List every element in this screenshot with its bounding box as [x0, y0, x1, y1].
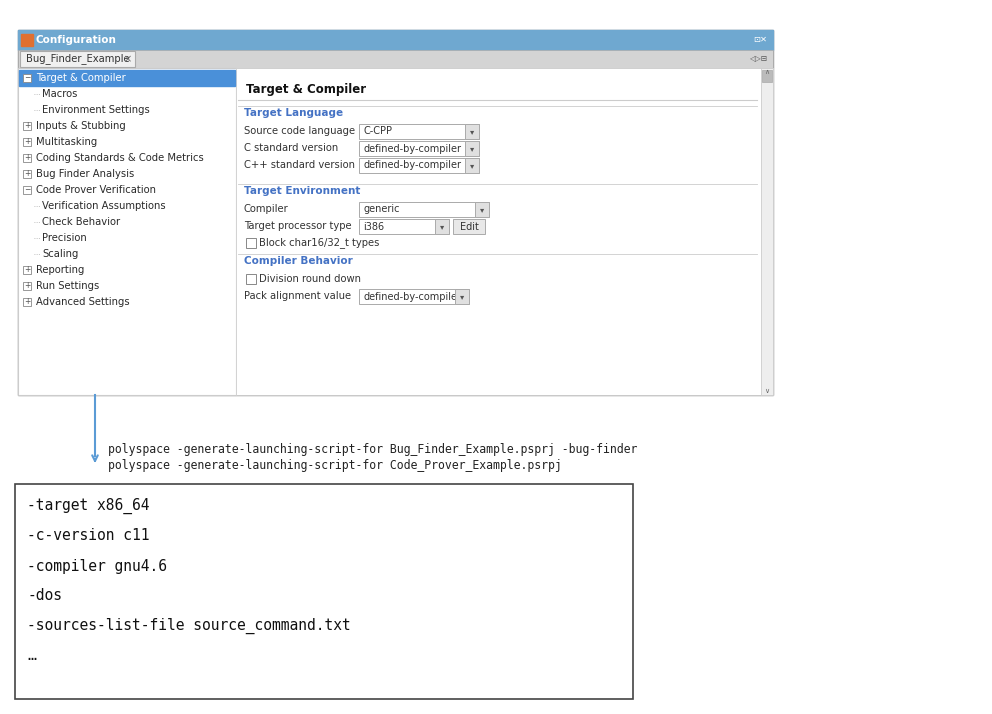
Text: Check Behavior: Check Behavior: [42, 217, 120, 227]
Text: +: +: [24, 154, 30, 163]
Text: generic: generic: [363, 204, 400, 214]
FancyBboxPatch shape: [23, 186, 31, 194]
Text: Configuration: Configuration: [36, 35, 117, 45]
Text: Division round down: Division round down: [259, 274, 361, 284]
Text: ×: ×: [124, 54, 132, 64]
FancyBboxPatch shape: [18, 50, 773, 68]
FancyBboxPatch shape: [359, 124, 479, 139]
Text: -dos: -dos: [27, 588, 62, 603]
Text: -compiler gnu4.6: -compiler gnu4.6: [27, 558, 167, 573]
FancyBboxPatch shape: [15, 484, 633, 699]
FancyBboxPatch shape: [23, 266, 31, 274]
Text: ◁▷⊟: ◁▷⊟: [750, 54, 768, 64]
FancyBboxPatch shape: [23, 138, 31, 146]
FancyBboxPatch shape: [23, 170, 31, 178]
Text: ▾: ▾: [470, 127, 474, 136]
FancyBboxPatch shape: [19, 70, 235, 86]
Text: Multitasking: Multitasking: [36, 137, 97, 147]
Text: Compiler: Compiler: [244, 204, 289, 214]
Text: Code Prover Verification: Code Prover Verification: [36, 185, 156, 195]
Text: +: +: [24, 169, 30, 178]
FancyBboxPatch shape: [435, 219, 449, 234]
FancyBboxPatch shape: [23, 298, 31, 306]
Text: C-CPP: C-CPP: [363, 126, 392, 136]
Text: Inputs & Stubbing: Inputs & Stubbing: [36, 121, 126, 131]
Text: defined-by-compiler: defined-by-compiler: [363, 161, 461, 171]
Text: +: +: [24, 138, 30, 146]
FancyBboxPatch shape: [20, 51, 135, 67]
Text: i386: i386: [363, 221, 384, 231]
FancyBboxPatch shape: [359, 202, 489, 217]
Text: …: …: [27, 648, 36, 663]
Text: +: +: [24, 266, 30, 274]
Text: defined-by-compiler: defined-by-compiler: [363, 291, 461, 301]
Text: −: −: [24, 186, 30, 194]
Text: Target Language: Target Language: [244, 108, 343, 118]
Text: ▾: ▾: [470, 144, 474, 153]
Text: Macros: Macros: [42, 89, 77, 99]
Text: Coding Standards & Code Metrics: Coding Standards & Code Metrics: [36, 153, 203, 163]
Text: Edit: Edit: [459, 221, 478, 231]
Text: Reporting: Reporting: [36, 265, 84, 275]
FancyBboxPatch shape: [465, 158, 479, 173]
Text: Target & Compiler: Target & Compiler: [36, 73, 126, 83]
Text: ∧: ∧: [765, 69, 770, 75]
Text: Bug_Finder_Example: Bug_Finder_Example: [26, 54, 130, 64]
FancyBboxPatch shape: [455, 289, 469, 304]
FancyBboxPatch shape: [475, 202, 489, 217]
FancyBboxPatch shape: [21, 34, 33, 46]
Text: polyspace -generate-launching-script-for Bug_Finder_Example.psprj -bug-finder: polyspace -generate-launching-script-for…: [108, 443, 638, 456]
Text: +: +: [24, 298, 30, 306]
Text: Target & Compiler: Target & Compiler: [246, 84, 366, 96]
Text: Precision: Precision: [42, 233, 86, 243]
Text: -sources-list-file source_command.txt: -sources-list-file source_command.txt: [27, 618, 351, 634]
FancyBboxPatch shape: [359, 141, 479, 156]
Text: -c-version c11: -c-version c11: [27, 528, 150, 543]
Text: C++ standard version: C++ standard version: [244, 160, 355, 170]
FancyBboxPatch shape: [359, 289, 469, 304]
FancyBboxPatch shape: [453, 219, 485, 234]
Text: polyspace -generate-launching-script-for Code_Prover_Example.psrpj: polyspace -generate-launching-script-for…: [108, 460, 561, 473]
FancyBboxPatch shape: [465, 124, 479, 139]
Text: Compiler Behavior: Compiler Behavior: [244, 256, 353, 266]
Text: Environment Settings: Environment Settings: [42, 105, 150, 115]
FancyBboxPatch shape: [23, 74, 31, 82]
FancyBboxPatch shape: [761, 68, 773, 395]
FancyBboxPatch shape: [359, 158, 479, 173]
FancyBboxPatch shape: [762, 70, 772, 82]
FancyBboxPatch shape: [236, 68, 773, 395]
Text: Bug Finder Analysis: Bug Finder Analysis: [36, 169, 134, 179]
Text: ⊡✕: ⊡✕: [753, 36, 767, 44]
FancyBboxPatch shape: [18, 68, 236, 395]
FancyBboxPatch shape: [18, 30, 773, 395]
Text: Block char16/32_t types: Block char16/32_t types: [259, 238, 379, 248]
FancyBboxPatch shape: [23, 282, 31, 290]
Text: +: +: [24, 121, 30, 131]
FancyBboxPatch shape: [18, 30, 773, 50]
Text: Pack alignment value: Pack alignment value: [244, 291, 351, 301]
Text: ▾: ▾: [460, 292, 464, 301]
Text: Run Settings: Run Settings: [36, 281, 99, 291]
FancyBboxPatch shape: [246, 274, 256, 284]
Text: C standard version: C standard version: [244, 143, 338, 153]
Text: ∨: ∨: [765, 388, 770, 394]
FancyBboxPatch shape: [359, 219, 449, 234]
FancyBboxPatch shape: [23, 122, 31, 130]
Text: defined-by-compiler: defined-by-compiler: [363, 144, 461, 154]
Text: ▾: ▾: [439, 222, 444, 231]
FancyBboxPatch shape: [246, 238, 256, 248]
Text: ▾: ▾: [480, 205, 484, 214]
Text: +: +: [24, 281, 30, 291]
Text: Verification Assumptions: Verification Assumptions: [42, 201, 166, 211]
Text: Scaling: Scaling: [42, 249, 78, 259]
FancyBboxPatch shape: [465, 141, 479, 156]
Text: Source code language: Source code language: [244, 126, 355, 136]
Text: -target x86_64: -target x86_64: [27, 498, 150, 514]
FancyBboxPatch shape: [23, 154, 31, 162]
Text: Target processor type: Target processor type: [244, 221, 351, 231]
Text: −: −: [24, 74, 30, 83]
Text: Target Environment: Target Environment: [244, 186, 360, 196]
Text: ▾: ▾: [470, 161, 474, 170]
Text: Advanced Settings: Advanced Settings: [36, 297, 130, 307]
